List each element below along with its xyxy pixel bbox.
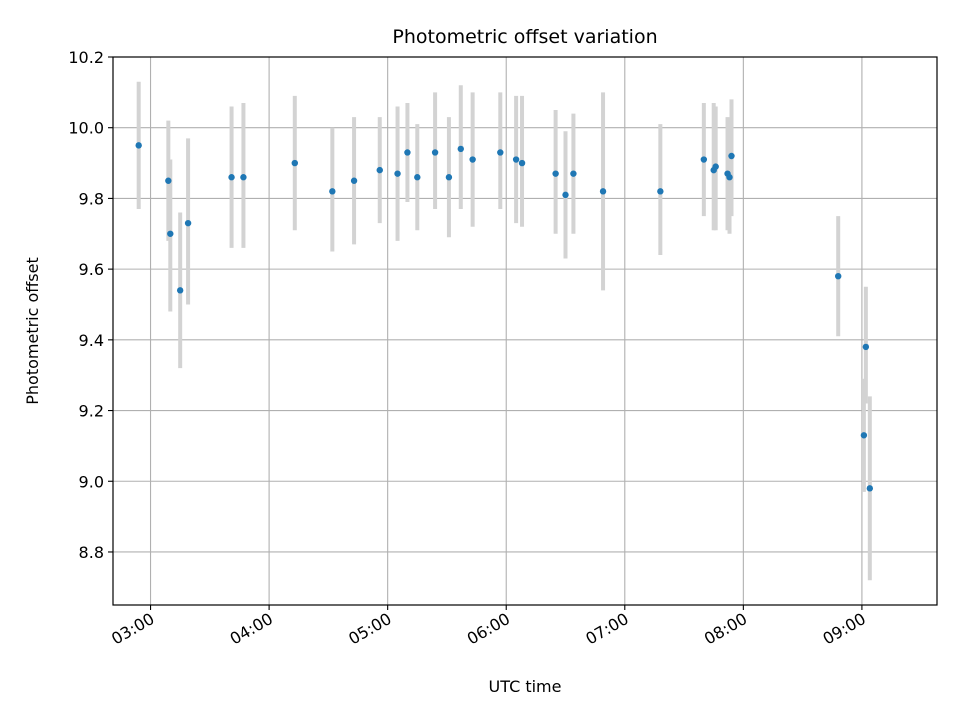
x-axis-label: UTC time bbox=[489, 677, 562, 696]
y-tick-label: 10.2 bbox=[68, 48, 104, 67]
data-point bbox=[562, 191, 569, 199]
data-point bbox=[167, 230, 174, 237]
data-points bbox=[135, 142, 874, 492]
data-point bbox=[176, 287, 184, 294]
data-point bbox=[376, 166, 383, 174]
data-point bbox=[512, 156, 520, 163]
y-axis-label: Photometric offset bbox=[23, 257, 42, 405]
data-point bbox=[394, 170, 401, 177]
data-point bbox=[228, 174, 235, 181]
data-point bbox=[700, 156, 708, 163]
y-tick-label: 9.8 bbox=[79, 189, 104, 208]
data-point bbox=[712, 163, 719, 170]
data-point bbox=[518, 159, 526, 167]
y-tick-label: 9.4 bbox=[79, 331, 104, 350]
data-point bbox=[135, 142, 142, 149]
data-point bbox=[445, 174, 453, 181]
data-point bbox=[834, 273, 842, 280]
data-point bbox=[497, 149, 504, 156]
data-point bbox=[728, 152, 735, 160]
data-point bbox=[431, 149, 439, 156]
data-point bbox=[862, 343, 870, 351]
plot-frame bbox=[112, 56, 938, 606]
data-point bbox=[726, 174, 733, 181]
data-point bbox=[291, 159, 298, 167]
y-tick-label: 9.2 bbox=[79, 402, 104, 421]
data-point bbox=[469, 156, 476, 163]
y-tick-label: 10.0 bbox=[68, 119, 104, 138]
y-tick-label: 9.6 bbox=[79, 260, 104, 279]
data-point bbox=[165, 177, 172, 184]
data-point bbox=[599, 188, 607, 195]
data-point bbox=[860, 432, 868, 439]
y-tick-label: 8.8 bbox=[79, 543, 104, 562]
data-point bbox=[404, 149, 411, 156]
data-point bbox=[414, 174, 421, 181]
y-axis: 8.8 9.0 9.2 9.4 9.6 9.8 10.0 10.2 bbox=[68, 48, 113, 562]
data-point bbox=[657, 188, 664, 195]
data-point bbox=[552, 170, 559, 177]
y-tick-label: 9.0 bbox=[79, 472, 104, 491]
data-point bbox=[570, 170, 577, 177]
data-point bbox=[866, 485, 874, 492]
data-point bbox=[457, 145, 464, 153]
chart-title: Photometric offset variation bbox=[392, 26, 657, 48]
data-point bbox=[329, 188, 336, 195]
data-point bbox=[350, 177, 358, 184]
data-point bbox=[184, 219, 192, 227]
data-point bbox=[240, 174, 247, 181]
